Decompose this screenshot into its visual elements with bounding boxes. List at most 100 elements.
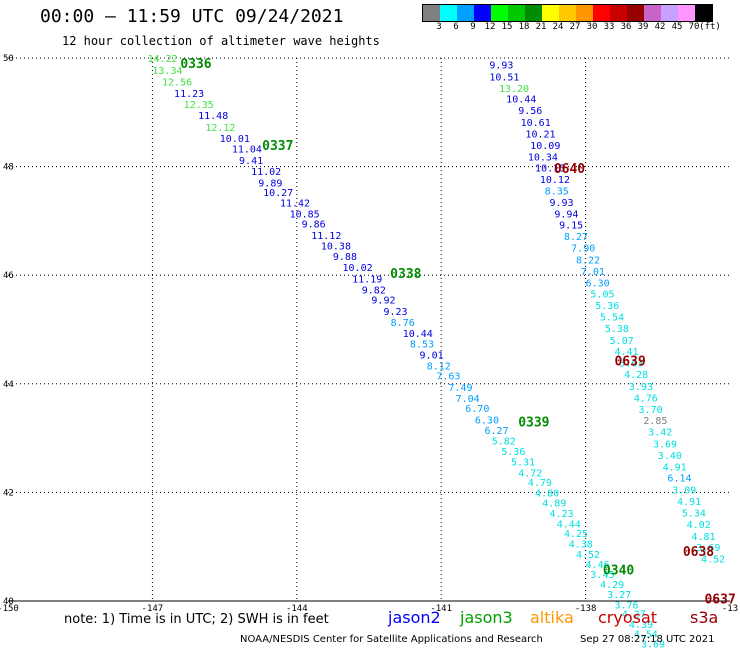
pass-time-label: 0338 (390, 267, 421, 282)
swh-value: 12.35 (184, 100, 214, 111)
swh-value: 10.44 (506, 95, 536, 106)
swh-value: 7.49 (448, 383, 472, 394)
swh-value: 8.35 (545, 186, 569, 197)
swh-value: 4.02 (687, 520, 711, 531)
legend-swatch (457, 5, 474, 21)
swh-value: 3.42 (648, 428, 672, 439)
legend-label: 45 (671, 22, 683, 32)
legend-swatch (508, 5, 525, 21)
swh-value: 9.94 (554, 209, 578, 220)
legend-swatch (610, 5, 627, 21)
swh-value: 9.15 (559, 221, 583, 232)
swh-value: 4.89 (542, 499, 566, 510)
swh-value: 5.05 (590, 290, 614, 301)
legend-swatch (423, 5, 440, 21)
axis-ticks: -150 -147 -144 -141 -138 -13 40 42 44 46 48 50 (0, 54, 738, 614)
swh-value: 5.54 (600, 312, 624, 323)
legend-swatch (695, 5, 712, 21)
swh-value: 7.90 (571, 244, 595, 255)
swh-value: 4.23 (550, 509, 574, 520)
swh-value: 9.89 (258, 178, 282, 189)
swh-value: 4.25 (564, 529, 588, 540)
generated-timestamp: Sep 27 08:27:18 UTC 2021 (580, 634, 715, 645)
satellite-legend-entry: jason3 (460, 608, 513, 627)
swh-value: 10.61 (521, 118, 551, 129)
legend-swatch (661, 5, 678, 21)
swh-value: 2.85 (643, 416, 667, 427)
legend-label: 39 (637, 22, 649, 32)
swh-value: 3.93 (629, 382, 653, 393)
legend-swatch (576, 5, 593, 21)
swh-value: 9.41 (239, 156, 263, 167)
legend-swatch (593, 5, 610, 21)
swh-value: 6.30 (475, 416, 499, 427)
swh-value: 9.23 (383, 307, 407, 318)
swh-value: 4.39 (629, 620, 653, 631)
time-labels: 0336 0337 0338 0339 0340 0640 0639 0638 0637 (180, 57, 735, 607)
swh-value: 3.40 (658, 451, 682, 462)
x-tick-label: -141 (430, 604, 452, 614)
swh-value: 10.51 (489, 72, 519, 83)
pass-time-label: 0340 (603, 564, 634, 579)
legend-label: 6 (453, 22, 459, 32)
swh-value: 5.63 (619, 359, 643, 370)
swh-value: 4.41 (614, 347, 638, 358)
swh-value: 3.69 (696, 543, 720, 554)
swh-value: 11.04 (232, 145, 262, 156)
swh-value: 9.93 (489, 61, 513, 72)
swh-value: 5.82 (492, 436, 516, 447)
swh-value: 12.12 (205, 123, 235, 134)
legend-label: 27 (569, 22, 581, 32)
pass-time-label: 0336 (180, 57, 211, 72)
legend-label: 33 (603, 22, 615, 32)
swh-value: 4.91 (663, 462, 687, 473)
legend-label: 42 (654, 22, 666, 32)
swh-value: 5.31 (511, 457, 535, 468)
swh-value: 5.07 (610, 336, 634, 347)
legend-label: 21 (535, 22, 547, 32)
swh-value: 10.09 (530, 141, 560, 152)
swh-value: 9.56 (518, 106, 542, 117)
legend-label: 9 (470, 22, 476, 32)
swh-value: 5.38 (605, 324, 629, 335)
page-subtitle: 12 hour collection of altimeter wave hei… (62, 34, 380, 48)
legend-label: 12 (484, 22, 496, 32)
swh-value: 6.30 (586, 278, 610, 289)
credit-line: NOAA/NESDIS Center for Satellite Applica… (240, 634, 543, 645)
pass-time-label: 0640 (554, 162, 585, 177)
plot-grid (8, 57, 730, 602)
swh-value: 7.63 (436, 372, 460, 383)
legend-swatch (525, 5, 542, 21)
swh-value: 3.69 (641, 639, 665, 650)
swh-value: 8.53 (410, 340, 434, 351)
legend-label: 70 (688, 22, 700, 32)
legend-unit: (ft) (699, 22, 721, 32)
swh-value: 11.48 (198, 111, 228, 122)
legend-swatch (627, 5, 644, 21)
legend-swatch (644, 5, 661, 21)
x-tick-label: -144 (286, 604, 308, 614)
x-tick-label: -13 (722, 604, 738, 614)
swh-value: 10.85 (290, 209, 320, 220)
swh-value: 3.45 (590, 570, 614, 581)
swh-value: 8.12 (427, 361, 451, 372)
swh-value: 6.70 (465, 404, 489, 415)
page-title: 00:00 – 11:59 UTC 09/24/2021 (40, 6, 344, 27)
swh-value: 4.72 (518, 468, 542, 479)
legend-label: 36 (620, 22, 632, 32)
swh-value: 5.36 (501, 447, 525, 458)
swh-value: 6.27 (485, 426, 509, 437)
swh-value: 6.14 (667, 474, 691, 485)
swh-value: 13.34 (152, 66, 182, 77)
satellite-legend-entry: jason2 (388, 608, 441, 627)
swh-value: 10.15 (535, 164, 565, 175)
swh-value: 4.44 (557, 519, 581, 530)
swh-value: 9.92 (371, 296, 395, 307)
swh-value: 9.82 (362, 285, 386, 296)
swh-value: 4.52 (701, 555, 725, 566)
pass-time-label: 0638 (683, 545, 714, 560)
swh-value: 10.44 (403, 329, 433, 340)
y-tick-label: 48 (3, 163, 14, 173)
